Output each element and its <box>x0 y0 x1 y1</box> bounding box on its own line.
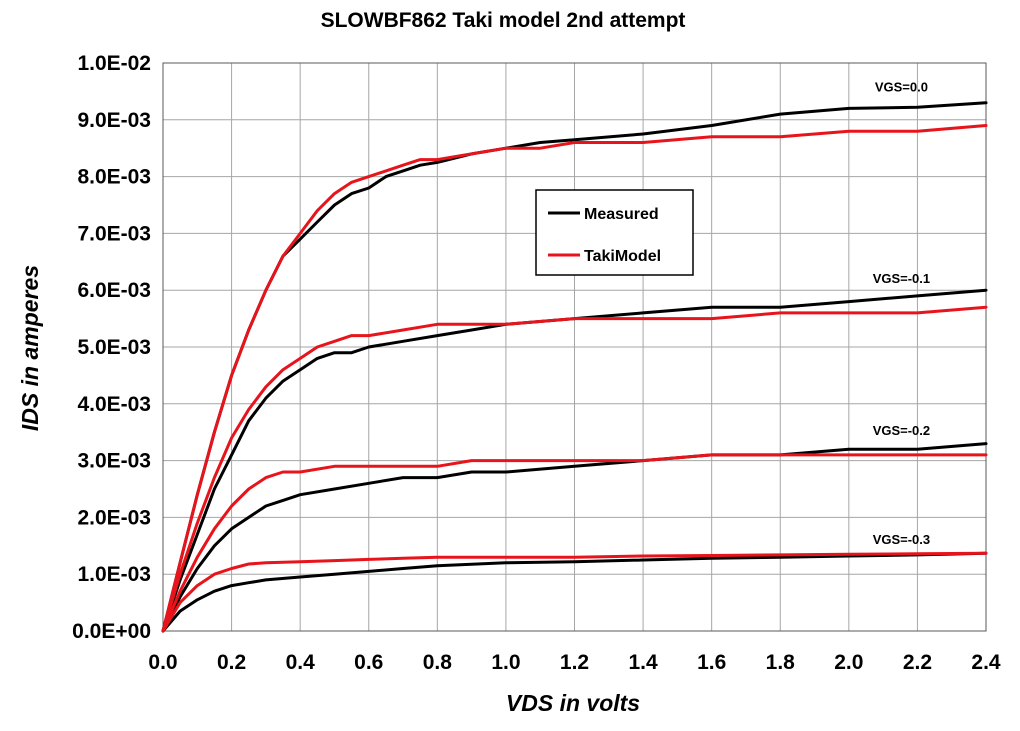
x-tick-label: 2.4 <box>971 651 1001 674</box>
plot-area-frame <box>162 62 987 632</box>
x-tick-labels: 0.0 0.2 0.4 0.6 0.8 1.0 1.2 1.4 1.6 1.8 2.0 2.2 2.4 <box>148 651 1001 674</box>
curve-annotations: VGS=0.0 VGS=-0.1 VGS=-0.2 VGS=-0.3 <box>873 79 930 547</box>
y-tick-label: 9.0E-03 <box>77 109 151 132</box>
y-axis-label: IDS in amperes <box>17 265 43 431</box>
x-tick-label: 0.6 <box>354 651 383 674</box>
y-tick-label: 1.0E-02 <box>77 52 151 75</box>
y-tick-labels: 0.0E+00 1.0E-03 2.0E-03 3.0E-03 4.0E-03 5.0E-… <box>72 52 151 643</box>
x-tick-label: 1.4 <box>628 651 658 674</box>
x-tick-label: 2.0 <box>834 651 863 674</box>
x-tick-label: 0.0 <box>148 651 177 674</box>
chart-title: SLOWBF862 Taki model 2nd attempt <box>321 9 686 32</box>
series-line <box>161 551 988 633</box>
y-tick-label: 7.0E-03 <box>77 222 151 245</box>
x-tick-label: 1.8 <box>766 651 796 674</box>
x-tick-label: 1.6 <box>697 651 726 674</box>
x-tick-label: 1.2 <box>560 651 589 674</box>
series-line <box>161 453 988 633</box>
x-axis-label: VDS in volts <box>506 690 640 716</box>
x-tick-label: 2.2 <box>903 651 932 674</box>
x-tick-label: 0.4 <box>286 651 316 674</box>
series-line <box>161 551 988 633</box>
y-tick-label: 1.0E-03 <box>77 563 151 586</box>
y-tick-label: 2.0E-03 <box>77 506 151 529</box>
legend-label: TakiModel <box>584 248 661 265</box>
series-line <box>161 305 988 633</box>
curve-annotation: VGS=0.0 <box>875 79 928 94</box>
y-tick-label: 3.0E-03 <box>77 450 151 473</box>
series-line <box>161 124 988 633</box>
legend-box <box>535 189 694 276</box>
legend-label: Measured <box>584 206 659 223</box>
curve-annotation: VGS=-0.3 <box>873 532 930 547</box>
series-lines <box>161 101 988 633</box>
grid-lines <box>162 62 987 632</box>
y-tick-label: 6.0E-03 <box>77 279 151 302</box>
y-tick-label: 5.0E-03 <box>77 336 151 359</box>
y-tick-label: 0.0E+00 <box>72 620 151 643</box>
curve-annotation: VGS=-0.1 <box>873 271 930 286</box>
x-tick-label: 0.2 <box>217 651 246 674</box>
series-line <box>161 288 988 633</box>
legend: Measured TakiModel <box>535 189 694 276</box>
y-tick-label: 8.0E-03 <box>77 166 151 189</box>
x-tick-label: 1.0 <box>491 651 520 674</box>
curve-annotation: VGS=-0.2 <box>873 423 930 438</box>
x-tick-label: 0.8 <box>423 651 453 674</box>
y-tick-label: 4.0E-03 <box>77 393 151 416</box>
